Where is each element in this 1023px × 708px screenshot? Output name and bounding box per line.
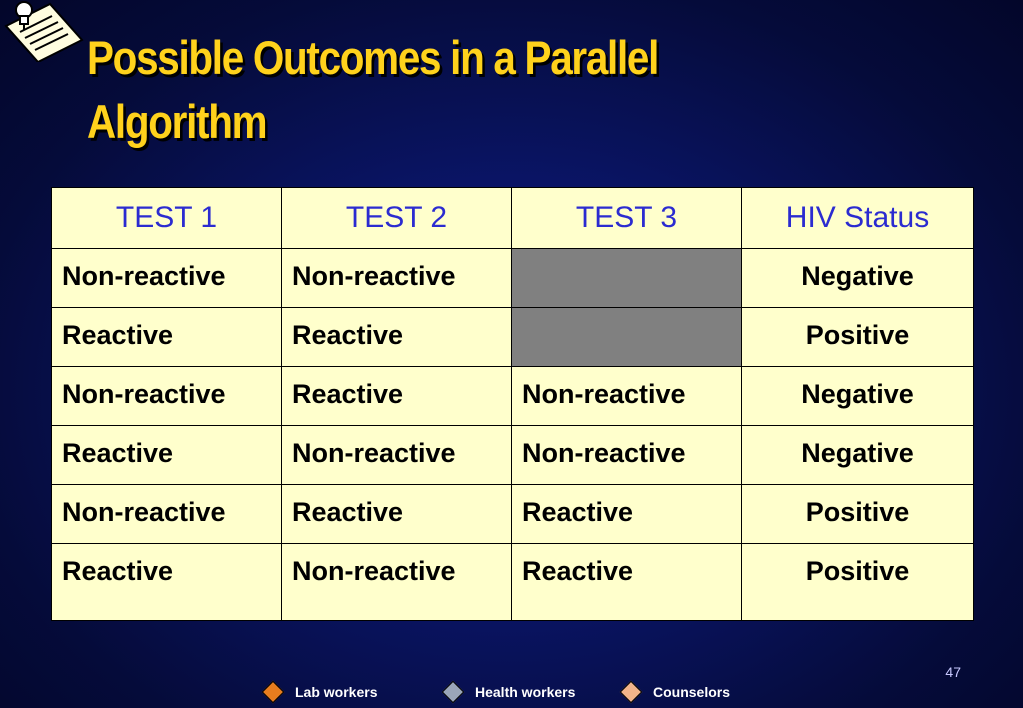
peach-diamond-icon [619,680,643,704]
table-row: Reactive Non-reactive Non-reactive Negat… [51,425,974,485]
header-test-2: TEST 2 [281,187,512,249]
legend-item-counselors: Counselors [619,679,731,705]
table-row: Non-reactive Reactive Reactive Positive [51,484,974,544]
cell-hiv-status: Negative [741,248,974,308]
cell-test-1: Non-reactive [51,248,282,308]
cell-hiv-status: Negative [741,425,974,485]
table-row: Non-reactive Non-reactive Negative [51,248,974,308]
legend-item-health-workers: Health workers [441,679,576,705]
cell-test-1: Reactive [51,307,282,367]
slide-title: Possible Outcomes in a Parallel Algorith… [87,31,659,148]
gray-diamond-icon [441,680,465,704]
legend-label: Health workers [475,684,576,700]
cell-test-1: Non-reactive [51,484,282,544]
cell-test-1: Reactive [51,543,282,621]
cell-test-2: Reactive [281,484,512,544]
cell-test-2: Reactive [281,366,512,426]
cell-test-2: Non-reactive [281,425,512,485]
header-hiv-status: HIV Status [741,187,974,249]
header-test-1: TEST 1 [51,187,282,249]
page-number: 47 [945,664,961,680]
cell-test-2: Reactive [281,307,512,367]
cell-test-1: Reactive [51,425,282,485]
table-row: Reactive Reactive Positive [51,307,974,367]
table-row: Reactive Non-reactive Reactive Positive [51,543,974,621]
legend-item-lab-workers: Lab workers [261,679,378,705]
cell-test-3-not-done [511,307,742,367]
cell-test-1: Non-reactive [51,366,282,426]
legend-label: Lab workers [295,684,378,700]
cell-hiv-status: Negative [741,366,974,426]
cell-test-3-not-done [511,248,742,308]
outcomes-table: TEST 1 TEST 2 TEST 3 HIV Status Non-reac… [51,187,974,621]
cell-test-3: Reactive [511,484,742,544]
pinned-note-icon [4,1,84,62]
cell-hiv-status: Positive [741,543,974,621]
cell-test-3: Reactive [511,543,742,621]
cell-test-2: Non-reactive [281,543,512,621]
cell-hiv-status: Positive [741,307,974,367]
cell-hiv-status: Positive [741,484,974,544]
orange-diamond-icon [261,680,285,704]
cell-test-3: Non-reactive [511,425,742,485]
table-row: Non-reactive Reactive Non-reactive Negat… [51,366,974,426]
cell-test-3: Non-reactive [511,366,742,426]
cell-test-2: Non-reactive [281,248,512,308]
table-header-row: TEST 1 TEST 2 TEST 3 HIV Status [51,187,974,249]
header-test-3: TEST 3 [511,187,742,249]
legend-label: Counselors [653,684,731,700]
